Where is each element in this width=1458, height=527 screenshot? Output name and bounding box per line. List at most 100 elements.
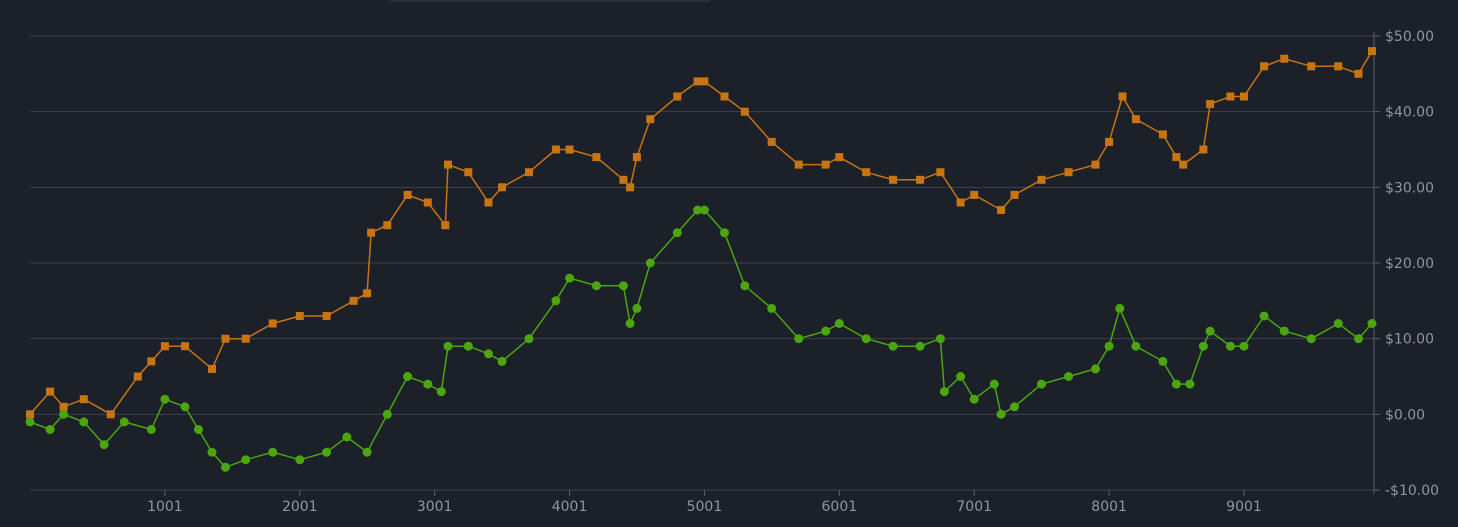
data-point bbox=[1115, 303, 1125, 313]
data-point bbox=[1334, 62, 1343, 71]
series-1-line bbox=[29, 50, 1373, 416]
data-point bbox=[1368, 47, 1376, 56]
data-point bbox=[969, 394, 979, 404]
data-point bbox=[1279, 326, 1289, 336]
data-point bbox=[79, 395, 88, 404]
data-point bbox=[767, 303, 777, 313]
y-tick-label: $10.00 bbox=[1385, 332, 1434, 348]
series-group bbox=[25, 47, 1377, 472]
data-point bbox=[936, 168, 945, 177]
data-point bbox=[1198, 341, 1208, 351]
data-point bbox=[349, 296, 358, 305]
data-point bbox=[618, 281, 628, 291]
data-point bbox=[160, 394, 170, 404]
data-point bbox=[1240, 92, 1248, 101]
data-point bbox=[565, 273, 575, 283]
axes bbox=[164, 32, 1380, 496]
data-point bbox=[1104, 341, 1114, 351]
data-point bbox=[1367, 319, 1377, 328]
data-point bbox=[1280, 54, 1289, 63]
data-point bbox=[1010, 190, 1019, 199]
data-point bbox=[699, 205, 709, 215]
data-point bbox=[1260, 62, 1269, 71]
data-point bbox=[119, 417, 129, 427]
data-point bbox=[1333, 319, 1343, 328]
data-point bbox=[436, 387, 446, 397]
data-point bbox=[498, 183, 506, 192]
data-point bbox=[295, 312, 304, 320]
data-point bbox=[916, 175, 925, 184]
data-point bbox=[888, 341, 898, 351]
data-point bbox=[25, 417, 35, 427]
data-point bbox=[1118, 92, 1127, 101]
data-point bbox=[592, 153, 601, 162]
data-point bbox=[194, 425, 203, 434]
data-point bbox=[1064, 168, 1073, 177]
data-point bbox=[79, 417, 89, 427]
data-point bbox=[342, 432, 352, 442]
data-point bbox=[956, 198, 965, 207]
data-point bbox=[821, 326, 831, 336]
top-panel-strip bbox=[390, 0, 710, 2]
data-point bbox=[834, 319, 844, 328]
data-point bbox=[382, 409, 392, 419]
data-point bbox=[1259, 311, 1269, 321]
data-point bbox=[221, 462, 230, 472]
data-point bbox=[935, 334, 945, 344]
data-point bbox=[268, 447, 278, 457]
x-tick-label: 9001 bbox=[1226, 499, 1262, 515]
data-point bbox=[45, 425, 55, 434]
data-point bbox=[464, 168, 473, 177]
x-tick-label: 3001 bbox=[417, 499, 453, 515]
data-point bbox=[1037, 379, 1046, 389]
data-point bbox=[181, 342, 189, 351]
y-tick-label: $30.00 bbox=[1385, 180, 1434, 196]
y-tick-label: $40.00 bbox=[1385, 105, 1434, 121]
data-point bbox=[1307, 62, 1316, 71]
data-point bbox=[1354, 334, 1363, 344]
data-point bbox=[444, 160, 452, 169]
x-tick-label: 4001 bbox=[552, 499, 588, 515]
data-point bbox=[794, 160, 803, 169]
data-point bbox=[268, 319, 277, 328]
y-tick-label: $50.00 bbox=[1385, 29, 1434, 45]
data-point bbox=[241, 455, 251, 465]
data-point bbox=[383, 221, 392, 230]
data-point bbox=[720, 92, 729, 101]
series-2 bbox=[25, 205, 1377, 472]
data-point bbox=[423, 198, 432, 207]
data-point bbox=[367, 228, 376, 237]
data-point bbox=[463, 341, 473, 351]
data-point bbox=[207, 447, 217, 457]
data-point bbox=[1131, 115, 1140, 124]
data-point bbox=[740, 107, 749, 116]
y-tick-label: -$10.00 bbox=[1385, 483, 1439, 499]
data-point bbox=[1206, 100, 1215, 109]
y-axis-tick-labels: -$10.00 $0.00 $10.00 $20.00 $30.00 $40.00 $50.… bbox=[1385, 29, 1439, 499]
data-point bbox=[862, 168, 871, 177]
data-point bbox=[484, 349, 493, 359]
data-point bbox=[625, 319, 635, 328]
data-point bbox=[241, 334, 250, 343]
data-point bbox=[99, 440, 109, 450]
data-point bbox=[1306, 334, 1316, 344]
data-point bbox=[1172, 153, 1181, 162]
data-point bbox=[1091, 364, 1100, 374]
data-point bbox=[1158, 130, 1167, 139]
data-point bbox=[794, 334, 804, 344]
data-point bbox=[497, 356, 507, 366]
data-point bbox=[295, 455, 305, 465]
x-tick-label: 8001 bbox=[1091, 499, 1127, 515]
x-tick-label: 6001 bbox=[822, 499, 858, 515]
data-point bbox=[693, 77, 702, 86]
data-point bbox=[1199, 145, 1208, 154]
y-tick-label: $0.00 bbox=[1385, 407, 1425, 423]
data-point bbox=[672, 228, 682, 238]
data-point bbox=[322, 312, 331, 320]
x-tick-label: 5001 bbox=[687, 499, 723, 515]
data-point bbox=[441, 221, 450, 230]
data-point bbox=[939, 387, 949, 397]
data-point bbox=[1091, 160, 1100, 169]
data-point bbox=[821, 160, 830, 169]
